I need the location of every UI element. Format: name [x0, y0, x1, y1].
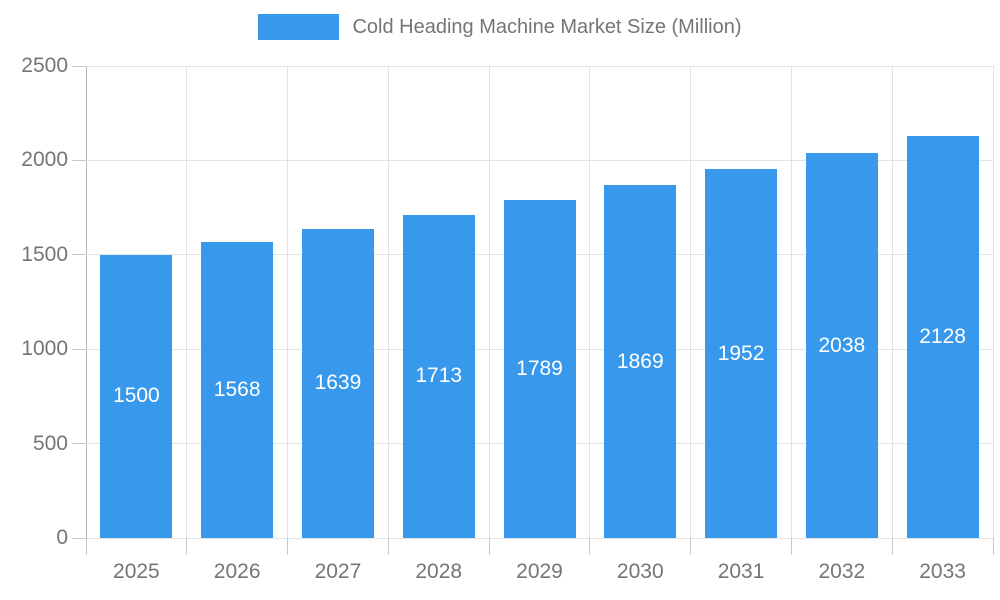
- bar-value-label: 2128: [919, 325, 966, 349]
- legend-item-market-size[interactable]: Cold Heading Machine Market Size (Millio…: [258, 14, 742, 40]
- bar-2029: 1789: [503, 200, 576, 538]
- x-axis-labels: 2025 2026 2027 2028 2029 2030 2031 2032 2033: [86, 558, 993, 588]
- y-axis-tick-label: 2000: [21, 148, 68, 172]
- gridline-horizontal: [86, 537, 993, 539]
- bar-2031: 1952: [705, 169, 778, 538]
- y-axis-tick-label: 1000: [21, 337, 68, 361]
- bar-2030: 1869: [604, 185, 677, 538]
- gridline-vertical: [992, 66, 994, 538]
- gridline-vertical: [186, 66, 188, 538]
- bar-2028: 1713: [402, 214, 475, 538]
- y-axis-tick: [72, 348, 86, 350]
- y-axis-tick-label: 2500: [21, 54, 68, 77]
- x-axis-tick-label: 2026: [213, 560, 261, 583]
- gridline-vertical: [690, 66, 692, 538]
- bar-2032: 2038: [805, 153, 878, 538]
- bar-value-label: 1639: [314, 371, 362, 395]
- x-axis-tick: [488, 538, 490, 555]
- x-axis-tick-label: 2029: [516, 560, 563, 583]
- bar-2025: 1500: [100, 254, 173, 538]
- bar-value-label: 1789: [516, 357, 563, 381]
- y-axis-tick: [72, 254, 86, 256]
- y-axis-tick-label: 0: [56, 526, 68, 549]
- y-axis-tick: [72, 443, 86, 445]
- legend-swatch-icon: [258, 14, 340, 40]
- y-axis-tick-label: 1500: [21, 242, 68, 266]
- gridline-vertical: [387, 66, 389, 538]
- y-axis-tick: [72, 65, 86, 67]
- legend-label: Cold Heading Machine Market Size (Millio…: [352, 15, 742, 38]
- y-axis-labels: 0 500 1000 1500 2000 2500: [0, 54, 72, 549]
- x-axis-tick: [85, 538, 87, 555]
- gridline-vertical: [891, 66, 893, 538]
- gridline-horizontal: [86, 65, 993, 67]
- y-axis-line: [86, 66, 87, 555]
- x-axis-tick: [891, 538, 893, 555]
- x-axis-tick: [992, 538, 994, 555]
- bar-value-label: 1869: [616, 349, 664, 373]
- x-axis-tick-label: 2027: [314, 560, 362, 583]
- y-axis-tick-label: 500: [32, 431, 68, 455]
- x-axis-tick-label: 2031: [717, 560, 765, 583]
- bar-value-label: 1500: [113, 384, 160, 408]
- bar-value-label: 1713: [415, 364, 463, 388]
- y-axis-tick: [72, 159, 86, 161]
- gridline-vertical: [790, 66, 792, 538]
- bar-2026: 1568: [201, 241, 274, 538]
- chart-legend: Cold Heading Machine Market Size (Millio…: [0, 14, 1000, 40]
- x-axis-tick: [589, 538, 591, 555]
- bar-2027: 1639: [301, 228, 374, 538]
- gridline-vertical: [589, 66, 591, 538]
- y-axis-tick: [72, 537, 86, 539]
- x-axis-tick-label: 2033: [919, 560, 966, 583]
- x-axis-tick: [690, 538, 692, 555]
- x-axis-tick-label: 2025: [113, 560, 160, 583]
- bar-value-label: 2038: [818, 333, 866, 357]
- gridline-vertical: [287, 66, 289, 538]
- bar-value-label: 1952: [717, 341, 765, 365]
- x-axis-tick-label: 2030: [616, 560, 664, 583]
- bar-2033: 2128: [906, 136, 979, 538]
- gridline-vertical: [488, 66, 490, 538]
- x-axis-tick-label: 2028: [415, 560, 463, 583]
- bar-value-label: 1568: [213, 377, 261, 401]
- x-axis-tick-label: 2032: [818, 560, 866, 583]
- x-axis-tick: [186, 538, 188, 555]
- gridline-horizontal: [86, 159, 993, 161]
- x-axis-tick: [287, 538, 289, 555]
- x-axis-tick: [387, 538, 389, 555]
- x-axis-tick: [790, 538, 792, 555]
- plot-area: 1500 1568 1639 1713 1789 1869 1952 2038 2128: [86, 65, 994, 539]
